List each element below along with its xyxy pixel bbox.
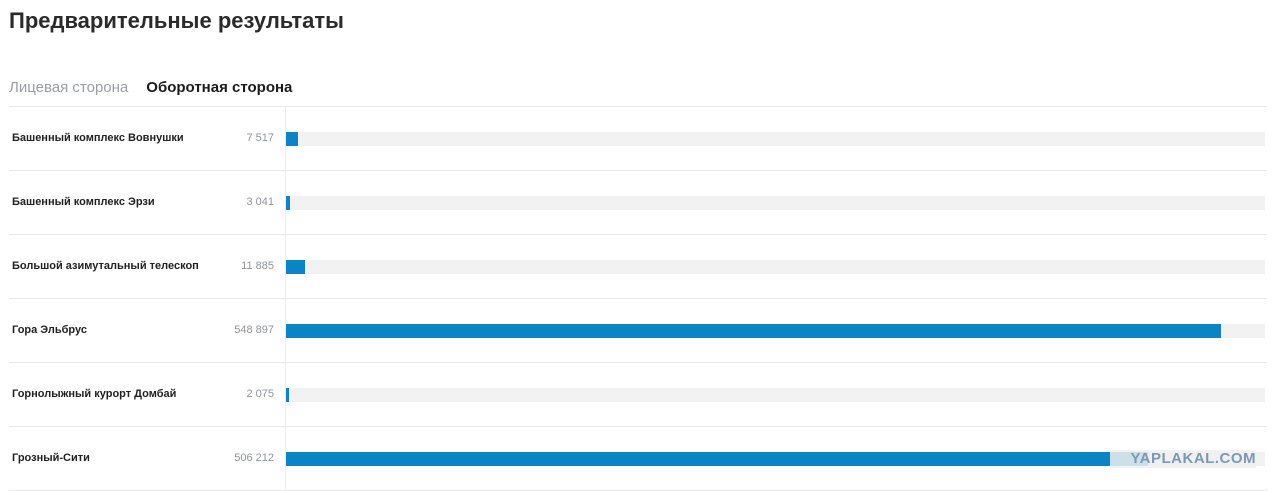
result-bar-track [285,260,1265,274]
result-votes: 548 897 [234,324,274,336]
result-row: Башенный комплекс Эрзи 3 041 [9,171,1267,235]
result-name: Башенный комплекс Вовнушки [12,132,184,144]
result-name: Грозный-Сити [12,452,90,464]
divider [285,106,286,490]
result-name: Большой азимутальный телескоп [12,260,199,272]
page-title: Предварительные результаты [9,8,344,33]
tab-front-side[interactable]: Лицевая сторона [9,79,129,96]
results-list: Башенный комплекс Вовнушки 7 517 Башенны… [9,106,1267,491]
result-bar-track [285,324,1265,338]
result-bar-track [285,196,1265,210]
result-bar [285,324,1221,338]
result-votes: 506 212 [234,452,274,464]
result-row: Горнолыжный курорт Домбай 2 075 [9,363,1267,427]
result-name: Гора Эльбрус [12,324,87,336]
result-bar-track [285,452,1265,466]
result-votes: 11 885 [241,260,274,272]
result-bar [285,452,1148,466]
result-votes: 2 075 [246,388,274,400]
result-row: Большой азимутальный телескоп 11 885 [9,235,1267,299]
result-name: Горнолыжный курорт Домбай [12,388,177,400]
result-votes: 7 517 [246,132,274,144]
result-bar [285,388,289,402]
tab-back-side[interactable]: Оборотная сторона [146,79,293,96]
result-name: Башенный комплекс Эрзи [12,196,155,208]
result-row: Грозный-Сити 506 212 [9,427,1267,491]
result-bar-track [285,132,1265,146]
result-bar-track [285,388,1265,402]
result-bar [285,132,298,146]
result-votes: 3 041 [246,196,274,208]
result-bar [285,196,290,210]
result-bar [285,260,305,274]
tabs: Лицевая сторона Оборотная сторона [9,79,292,96]
watermark: YAPLAKAL.COM [1110,450,1256,468]
result-row: Башенный комплекс Вовнушки 7 517 [9,107,1267,171]
result-row: Гора Эльбрус 548 897 [9,299,1267,363]
